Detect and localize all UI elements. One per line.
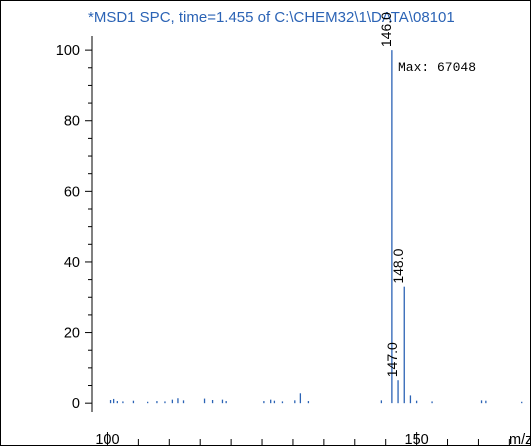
max-annotation: Max: 67048 <box>398 60 476 75</box>
x-tick-label: 100 <box>95 432 119 446</box>
x-axis: 100 150 <box>95 432 510 446</box>
spectrum-bars <box>109 50 523 404</box>
y-tick-label: 20 <box>64 326 80 342</box>
y-tick-label: 80 <box>64 114 80 130</box>
x-axis-label: m/z <box>509 432 531 446</box>
y-tick-label: 0 <box>72 396 80 412</box>
peak-label: 148.0 <box>390 248 406 283</box>
peak-label: 146.0 <box>378 12 394 47</box>
y-axis: 0 20 40 60 80 100 <box>56 36 93 412</box>
y-tick-label: 40 <box>64 255 80 271</box>
x-tick-label: 150 <box>405 432 429 446</box>
chart-title: *MSD1 SPC, time=1.455 of C:\CHEM32\1\DAT… <box>88 9 455 26</box>
y-tick-label: 60 <box>64 184 80 200</box>
y-tick-label: 100 <box>56 43 80 59</box>
peak-labels: 146.0 147.0 148.0 <box>378 12 406 377</box>
peak-label: 147.0 <box>384 342 400 377</box>
